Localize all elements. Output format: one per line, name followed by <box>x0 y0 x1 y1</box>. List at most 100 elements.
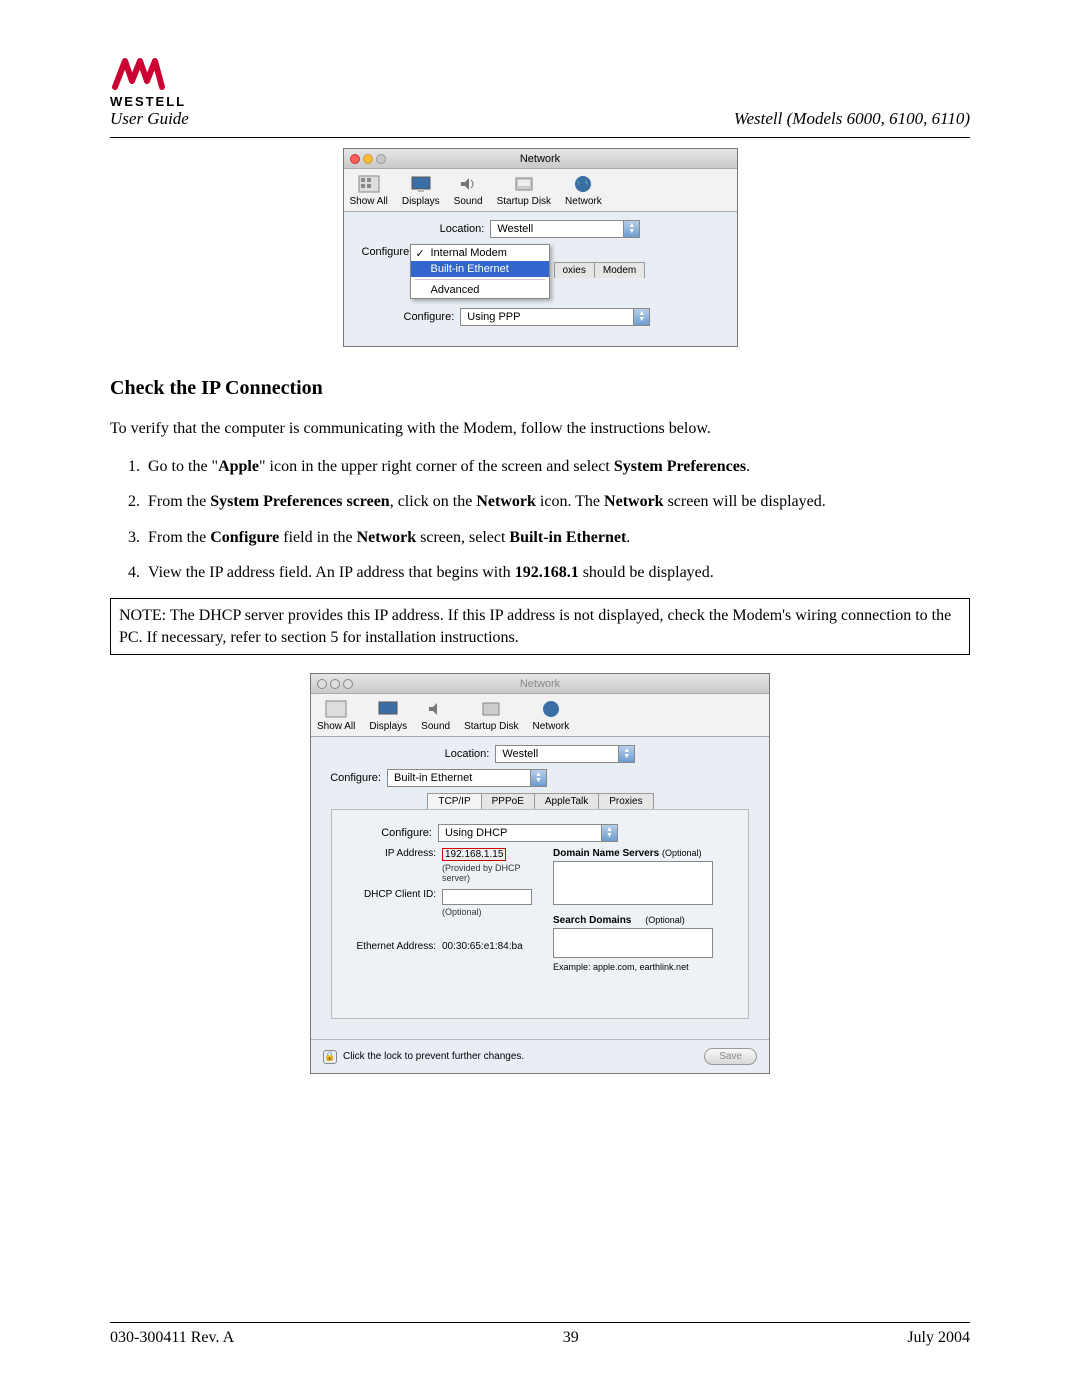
toolbar-startup-disk[interactable]: Startup Disk <box>497 173 551 207</box>
select-arrows-icon: ▲▼ <box>623 221 639 237</box>
dns-label: Domain Name Servers (Optional) <box>553 848 734 859</box>
location-value: Westell <box>497 223 533 235</box>
example-text: Example: apple.com, earthlink.net <box>553 962 734 972</box>
screenshot-1: Network Show All Displays Sound Startup … <box>343 148 738 347</box>
toolbar-label: Displays <box>402 196 440 207</box>
toolbar-network[interactable]: Network <box>533 698 570 732</box>
left-col: IP Address: 192.168.1.15 (Provided by DH… <box>352 848 533 972</box>
tab-modem[interactable]: Modem <box>594 262 645 278</box>
location-select[interactable]: Westell▲▼ <box>495 745 635 763</box>
intro-text: To verify that the computer is communica… <box>110 418 970 440</box>
lock-icon: 🔒 <box>323 1050 337 1064</box>
toolbar: Show All Displays Sound Startup Disk Net… <box>311 694 769 737</box>
window-title: Network <box>311 678 769 690</box>
location-label: Location: <box>445 748 490 760</box>
inner-configure-select[interactable]: Using PPP ▲▼ <box>460 308 650 326</box>
step-1: Go to the "Apple" icon in the upper righ… <box>144 456 970 478</box>
user-guide-label: User Guide <box>110 109 189 129</box>
right-col: Domain Name Servers (Optional) Search Do… <box>553 848 734 972</box>
tabset: TCP/IP PPPoE AppleTalk Proxies <box>321 793 759 809</box>
ethernet-row: Ethernet Address: 00:30:65:e1:84:ba <box>352 941 533 952</box>
configure-dropdown[interactable]: Internal Modem Built-in Ethernet Advance… <box>410 244 550 299</box>
section-heading: Check the IP Connection <box>110 377 970 400</box>
select-arrows-icon: ▲▼ <box>601 825 617 841</box>
grid-icon <box>356 173 382 195</box>
tab-tcpip[interactable]: TCP/IP <box>427 793 481 809</box>
page-footer: 030-300411 Rev. A 39 July 2004 <box>110 1322 970 1347</box>
disk-icon <box>511 173 537 195</box>
dropdown-item-internal-modem[interactable]: Internal Modem <box>411 245 549 261</box>
visible-tabs: oxies Modem <box>554 262 645 278</box>
location-select[interactable]: Westell ▲▼ <box>490 220 640 238</box>
inner-configure-row: Configure: Using DHCP▲▼ <box>352 824 734 842</box>
ip-value: 192.168.1.15 <box>442 848 506 861</box>
tab-appletalk[interactable]: AppleTalk <box>534 793 599 809</box>
toolbar-show-all[interactable]: Show All <box>350 173 388 207</box>
footer-center: 39 <box>563 1329 579 1347</box>
toolbar-sound[interactable]: Sound <box>454 173 483 207</box>
step-4: View the IP address field. An IP address… <box>144 562 970 584</box>
select-arrows-icon: ▲▼ <box>633 309 649 325</box>
location-row: Location: Westell▲▼ <box>321 745 759 763</box>
tab-pppoe[interactable]: PPPoE <box>481 793 535 809</box>
ip-label: IP Address: <box>352 848 436 859</box>
inner-configure-row: Configure: Using PPP ▲▼ <box>404 308 727 326</box>
window-titlebar: Network <box>344 149 737 169</box>
toolbar-displays[interactable]: Displays <box>402 173 440 207</box>
configure-label: Configure <box>362 246 410 258</box>
lock-row[interactable]: 🔒 Click the lock to prevent further chan… <box>323 1050 524 1064</box>
dropdown-item-built-in-ethernet[interactable]: Built-in Ethernet <box>411 261 549 277</box>
configure-select[interactable]: Built-in Ethernet▲▼ <box>387 769 547 787</box>
dns-textarea[interactable] <box>553 861 713 905</box>
header-rule <box>110 137 970 138</box>
dhcp-client-label: DHCP Client ID: <box>352 889 436 900</box>
display-icon <box>408 173 434 195</box>
sound-icon <box>455 173 481 195</box>
toolbar-network[interactable]: Network <box>565 173 602 207</box>
footer-right: July 2004 <box>907 1329 970 1347</box>
tab-oxies[interactable]: oxies <box>554 262 595 278</box>
globe-icon <box>570 173 596 195</box>
display-icon <box>375 698 401 720</box>
dhcp-hint: (Optional) <box>442 907 533 917</box>
footer-rule <box>110 1322 970 1323</box>
configure-dropdown-area: Configure Internal Modem Built-in Ethern… <box>354 244 727 308</box>
toolbar-label: Startup Disk <box>497 196 551 207</box>
inner-configure-label: Configure: <box>404 311 455 323</box>
models-label: Westell (Models 6000, 6100, 6110) <box>734 109 970 129</box>
globe-icon <box>538 698 564 720</box>
step-3: From the Configure field in the Network … <box>144 527 970 549</box>
search-label: Search Domains (Optional) <box>553 915 734 926</box>
content-area: Location: Westell▲▼ Configure: Built-in … <box>311 737 769 1039</box>
toolbar-displays[interactable]: Displays <box>369 698 407 732</box>
save-button[interactable]: Save <box>704 1048 757 1065</box>
ip-row: IP Address: 192.168.1.15 <box>352 848 533 861</box>
toolbar-startup-disk[interactable]: Startup Disk <box>464 698 518 732</box>
ethernet-value: 00:30:65:e1:84:ba <box>442 941 523 952</box>
toolbar-label: Show All <box>350 196 388 207</box>
logo-brand: WESTELL <box>110 94 186 109</box>
screenshot-2: Network Show All Displays Sound Startup … <box>310 673 770 1074</box>
location-label: Location: <box>440 223 485 235</box>
tcpip-panel: Configure: Using DHCP▲▼ IP Address: 192.… <box>331 809 749 1019</box>
window-title: Network <box>344 153 737 165</box>
tab-proxies[interactable]: Proxies <box>598 793 653 809</box>
toolbar-label: Sound <box>454 196 483 207</box>
search-textarea[interactable] <box>553 928 713 958</box>
page-header: WESTELL User Guide Westell (Models 6000,… <box>110 55 970 129</box>
ip-hint: (Provided by DHCP server) <box>442 863 533 883</box>
ethernet-label: Ethernet Address: <box>352 941 436 952</box>
toolbar-label: Network <box>565 196 602 207</box>
select-arrows-icon: ▲▼ <box>530 770 546 786</box>
inner-configure-value: Using PPP <box>467 311 520 323</box>
dhcp-row: DHCP Client ID: <box>352 889 533 905</box>
toolbar-sound[interactable]: Sound <box>421 698 450 732</box>
dropdown-item-advanced[interactable]: Advanced <box>411 282 549 298</box>
dhcp-client-input[interactable] <box>442 889 532 905</box>
toolbar-show-all[interactable]: Show All <box>317 698 355 732</box>
inner-configure-select[interactable]: Using DHCP▲▼ <box>438 824 618 842</box>
bottom-bar: 🔒 Click the lock to prevent further chan… <box>311 1039 769 1073</box>
configure-label: Configure: <box>321 772 381 784</box>
toolbar: Show All Displays Sound Startup Disk Net… <box>344 169 737 212</box>
lock-text: Click the lock to prevent further change… <box>343 1051 524 1062</box>
